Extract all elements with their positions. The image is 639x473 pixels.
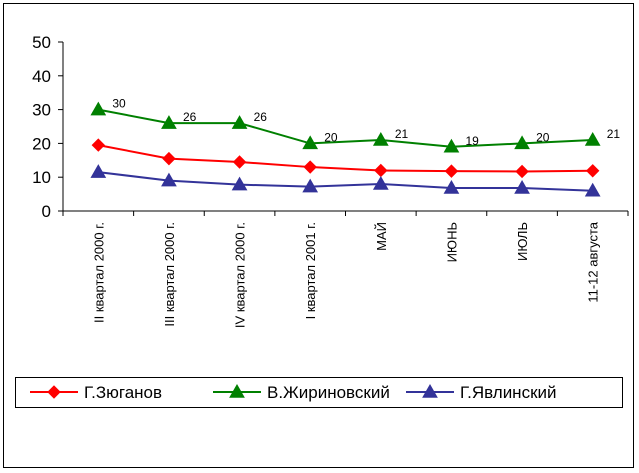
data-point-marker: [514, 135, 530, 150]
series-3: [90, 164, 601, 197]
data-point-marker: [302, 135, 319, 150]
data-point-marker: [372, 132, 389, 146]
data-point-marker: [515, 164, 529, 179]
data-point-marker: [585, 164, 600, 178]
data-label: 19: [465, 134, 479, 148]
data-label: 21: [395, 127, 409, 141]
data-point-marker: [232, 155, 247, 169]
data-point-marker: [443, 180, 460, 194]
data-point-marker: [443, 138, 460, 153]
series-layer: 30 26 26 20 21 19 20 21: [90, 97, 621, 197]
y-tick-label: 0: [42, 202, 51, 221]
x-tick-label: ИЮЛЬ: [515, 222, 530, 261]
legend: Г.Зюганов В.Жириновский Г.Явлинский: [15, 377, 623, 408]
series-line: [98, 108, 593, 148]
data-point-marker: [302, 178, 319, 193]
data-point-marker: [91, 138, 106, 152]
data-label: 21: [607, 127, 621, 141]
legend-label: Г.Явлинский: [460, 383, 557, 402]
data-point-marker: [231, 176, 248, 191]
data-point-marker: [372, 175, 389, 190]
x-tick-label: III квартал 2000 г.: [162, 222, 177, 327]
data-point-marker: [231, 115, 248, 129]
x-axis-labels: II квартал 2000 г. III квартал 2000 г. IV …: [91, 221, 600, 328]
x-tick-label: ИЮНЬ: [444, 222, 459, 262]
data-point-marker: [161, 115, 177, 129]
x-tick-label: МАЙ: [374, 222, 389, 251]
y-tick-label: 50: [32, 33, 51, 52]
data-point-marker: [90, 164, 107, 178]
data-point-marker: [584, 132, 601, 146]
data-point-marker: [422, 383, 438, 398]
data-point-marker: [444, 164, 459, 178]
x-tick-label: 11-12 августа: [586, 221, 601, 302]
data-point-marker: [514, 180, 530, 194]
legend-box: [15, 377, 623, 408]
data-point-marker: [303, 160, 317, 174]
y-tick-label: 30: [32, 101, 51, 120]
series-2: 30 26 26 20 21 19 20 21: [90, 97, 621, 153]
data-point-marker: [162, 151, 176, 166]
x-tick-label: IV квартал 2000 г.: [233, 222, 248, 328]
series-line: [98, 171, 593, 192]
series-1: [91, 138, 600, 179]
series-line: [98, 144, 593, 173]
axes: 0 10 20 30 40 50: [32, 33, 629, 221]
y-tick-label: 20: [32, 134, 51, 153]
x-tick-label: I квартал 2001 г.: [303, 222, 318, 319]
y-tick-label: 10: [32, 168, 51, 187]
data-point-marker: [47, 385, 61, 399]
data-point-marker: [161, 172, 177, 187]
data-point-marker: [584, 182, 601, 197]
y-tick-label: 40: [32, 67, 51, 86]
data-point-marker: [374, 163, 388, 178]
data-point-marker: [90, 101, 107, 116]
data-label: 20: [536, 130, 550, 144]
data-label: 26: [254, 110, 268, 124]
data-label: 26: [183, 110, 197, 124]
data-label: 20: [324, 130, 338, 144]
legend-label: В.Жириновский: [267, 383, 390, 402]
data-label: 30: [112, 97, 126, 111]
legend-label: Г.Зюганов: [84, 383, 162, 402]
data-point-marker: [229, 383, 245, 398]
x-tick-label: II квартал 2000 г.: [91, 222, 106, 323]
